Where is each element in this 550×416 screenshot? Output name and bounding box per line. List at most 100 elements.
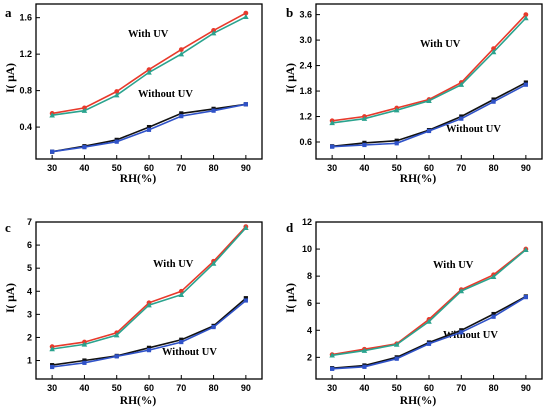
y-axis-label: I( μA) — [285, 63, 297, 93]
data-point-blue — [82, 145, 87, 150]
data-point-blue — [243, 298, 248, 303]
data-point-teal — [146, 69, 152, 75]
with-uv-annotation: With UV — [420, 39, 461, 50]
plot-area-c: 30 40 50 60 70 80 90 1 2 3 4 5 6 7 — [27, 217, 263, 393]
data-point-blue — [211, 108, 216, 113]
y-tick-label: 3.6 — [299, 10, 312, 20]
data-point-teal — [81, 341, 88, 347]
data-point-blue — [459, 116, 464, 121]
panel-label: c — [5, 220, 11, 235]
x-tick-label: 60 — [424, 383, 434, 393]
data-point-blue — [146, 348, 152, 353]
panel-a: a I( μA) RH(%) With UV Without UV — [5, 5, 193, 185]
data-point-blue — [179, 114, 184, 119]
data-point-black — [362, 140, 367, 145]
data-point-red — [523, 12, 529, 18]
y-tick-label: 6 — [307, 298, 312, 308]
x-tick-label: 70 — [176, 163, 186, 173]
panel-b: b I( μA) RH(%) With UV Without UV — [285, 5, 501, 185]
panel-c: c I( μA) RH(%) With UV Without UV — [5, 220, 217, 407]
data-point-blue — [523, 295, 528, 300]
data-point-teal — [393, 107, 400, 113]
data-point-teal — [329, 120, 335, 126]
data-point-teal — [243, 13, 249, 20]
series-line-teal — [331, 17, 527, 124]
y-tick-label: 0.6 — [299, 137, 312, 147]
x-tick-label: 90 — [241, 383, 251, 393]
x-tick-label: 50 — [112, 163, 122, 173]
data-point-black — [394, 138, 399, 143]
data-point-teal — [490, 49, 497, 55]
data-point-teal — [458, 81, 465, 87]
data-point-teal — [178, 51, 185, 57]
data-point-blue — [114, 354, 119, 359]
x-tick-label: 30 — [47, 163, 57, 173]
plot-area-b: 30 40 50 60 70 80 90 0.6 1.2 1.8 2.4 3.0 3.6 — [299, 3, 543, 173]
y-tick-label: 10 — [302, 244, 312, 254]
with-uv-annotation: With UV — [128, 29, 169, 40]
y-tick-label: 12 — [302, 217, 312, 227]
data-point-teal — [210, 30, 217, 36]
data-point-blue — [146, 127, 152, 132]
x-tick-label: 80 — [209, 383, 219, 393]
y-tick-label: 0.4 — [19, 122, 32, 132]
y-tick-label: 2.4 — [299, 61, 312, 71]
x-tick-label: 70 — [456, 163, 466, 173]
y-tick-label: 4 — [27, 286, 32, 296]
x-tick-label: 40 — [359, 163, 369, 173]
data-point-blue — [523, 82, 528, 87]
data-point-black — [146, 124, 152, 130]
y-axis-label: I( μA) — [5, 283, 17, 313]
series-line-blue — [332, 83, 527, 148]
data-point-black — [179, 337, 184, 342]
series-line-teal — [51, 227, 247, 350]
data-point-teal — [243, 224, 249, 231]
series-line-red — [51, 226, 247, 348]
data-point-teal — [146, 302, 152, 308]
x-tick-label: 50 — [392, 383, 402, 393]
data-point-teal — [81, 107, 88, 113]
y-tick-label: 2 — [27, 332, 32, 342]
y-tick-label: 1.2 — [19, 49, 32, 59]
without-uv-annotation: Without UV — [446, 124, 501, 135]
plot-area-d: 30 40 50 60 70 80 90 2 4 6 8 10 12 — [302, 217, 543, 393]
x-tick-label: 90 — [521, 163, 531, 173]
x-tick-label: 30 — [327, 163, 337, 173]
x-tick-label: 70 — [176, 383, 186, 393]
data-point-teal — [113, 332, 120, 338]
data-point-teal — [458, 288, 465, 294]
data-point-teal — [361, 347, 368, 353]
y-tick-label: 0.8 — [19, 86, 32, 96]
x-tick-label: 40 — [79, 383, 89, 393]
without-uv-annotation: Without UV — [162, 347, 217, 358]
y-tick-label: 7 — [27, 217, 32, 227]
data-point-teal — [178, 291, 185, 297]
series-line-black — [332, 81, 527, 148]
data-point-teal — [523, 15, 529, 21]
data-point-blue — [362, 364, 367, 369]
series-line-red — [331, 14, 527, 122]
data-point-blue — [114, 139, 119, 144]
data-point-blue — [330, 366, 335, 371]
data-point-black — [491, 97, 496, 102]
data-point-blue — [426, 128, 432, 134]
with-uv-annotation: With UV — [153, 259, 194, 270]
with-uv-annotation: With UV — [433, 260, 474, 271]
x-tick-label: 60 — [144, 383, 154, 393]
x-tick-label: 30 — [47, 383, 57, 393]
without-uv-annotation: Without UV — [138, 89, 193, 100]
data-point-black — [459, 114, 464, 119]
data-point-teal — [329, 352, 335, 358]
data-point-teal — [361, 115, 368, 121]
data-point-teal — [426, 318, 432, 324]
y-tick-label: 1.6 — [19, 13, 32, 23]
data-point-blue — [50, 364, 55, 370]
data-point-blue — [362, 142, 367, 148]
data-point-teal — [49, 112, 55, 118]
axes-frame — [315, 3, 543, 160]
x-axis-label: RH(%) — [400, 395, 437, 407]
data-point-blue — [491, 314, 496, 319]
data-point-teal — [490, 274, 497, 280]
data-point-red — [114, 89, 120, 94]
y-tick-label: 3.0 — [299, 35, 312, 45]
